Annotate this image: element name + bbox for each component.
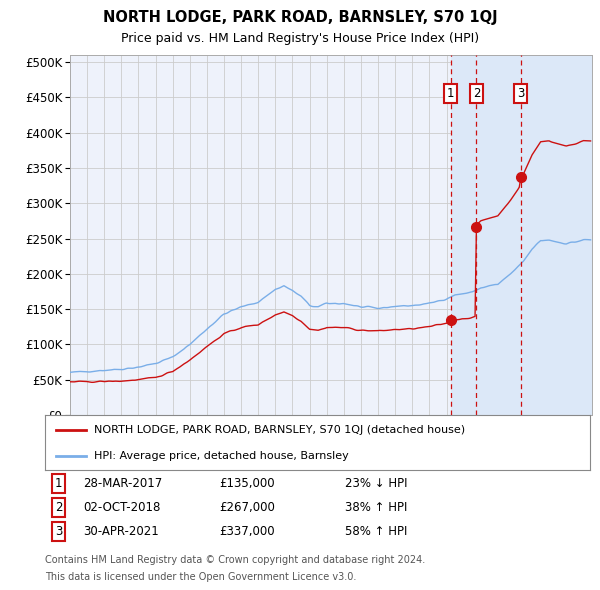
Text: 3: 3 bbox=[55, 525, 62, 538]
Text: 2: 2 bbox=[55, 501, 62, 514]
Text: 58% ↑ HPI: 58% ↑ HPI bbox=[345, 525, 407, 538]
Text: NORTH LODGE, PARK ROAD, BARNSLEY, S70 1QJ (detached house): NORTH LODGE, PARK ROAD, BARNSLEY, S70 1Q… bbox=[94, 425, 465, 435]
Text: £267,000: £267,000 bbox=[220, 501, 275, 514]
Text: 28-MAR-2017: 28-MAR-2017 bbox=[83, 477, 163, 490]
Text: 23% ↓ HPI: 23% ↓ HPI bbox=[345, 477, 407, 490]
Text: Price paid vs. HM Land Registry's House Price Index (HPI): Price paid vs. HM Land Registry's House … bbox=[121, 32, 479, 45]
Text: 2: 2 bbox=[473, 87, 480, 100]
Text: £135,000: £135,000 bbox=[220, 477, 275, 490]
Text: 30-APR-2021: 30-APR-2021 bbox=[83, 525, 159, 538]
Text: £337,000: £337,000 bbox=[220, 525, 275, 538]
Text: Contains HM Land Registry data © Crown copyright and database right 2024.: Contains HM Land Registry data © Crown c… bbox=[45, 555, 425, 565]
Text: 02-OCT-2018: 02-OCT-2018 bbox=[83, 501, 161, 514]
Text: 1: 1 bbox=[447, 87, 454, 100]
Text: HPI: Average price, detached house, Barnsley: HPI: Average price, detached house, Barn… bbox=[94, 451, 349, 461]
Text: 1: 1 bbox=[55, 477, 62, 490]
Text: This data is licensed under the Open Government Licence v3.0.: This data is licensed under the Open Gov… bbox=[45, 572, 356, 582]
Text: NORTH LODGE, PARK ROAD, BARNSLEY, S70 1QJ: NORTH LODGE, PARK ROAD, BARNSLEY, S70 1Q… bbox=[103, 10, 497, 25]
Bar bbox=[451, 55, 592, 415]
Text: 3: 3 bbox=[517, 87, 524, 100]
Text: 38% ↑ HPI: 38% ↑ HPI bbox=[345, 501, 407, 514]
